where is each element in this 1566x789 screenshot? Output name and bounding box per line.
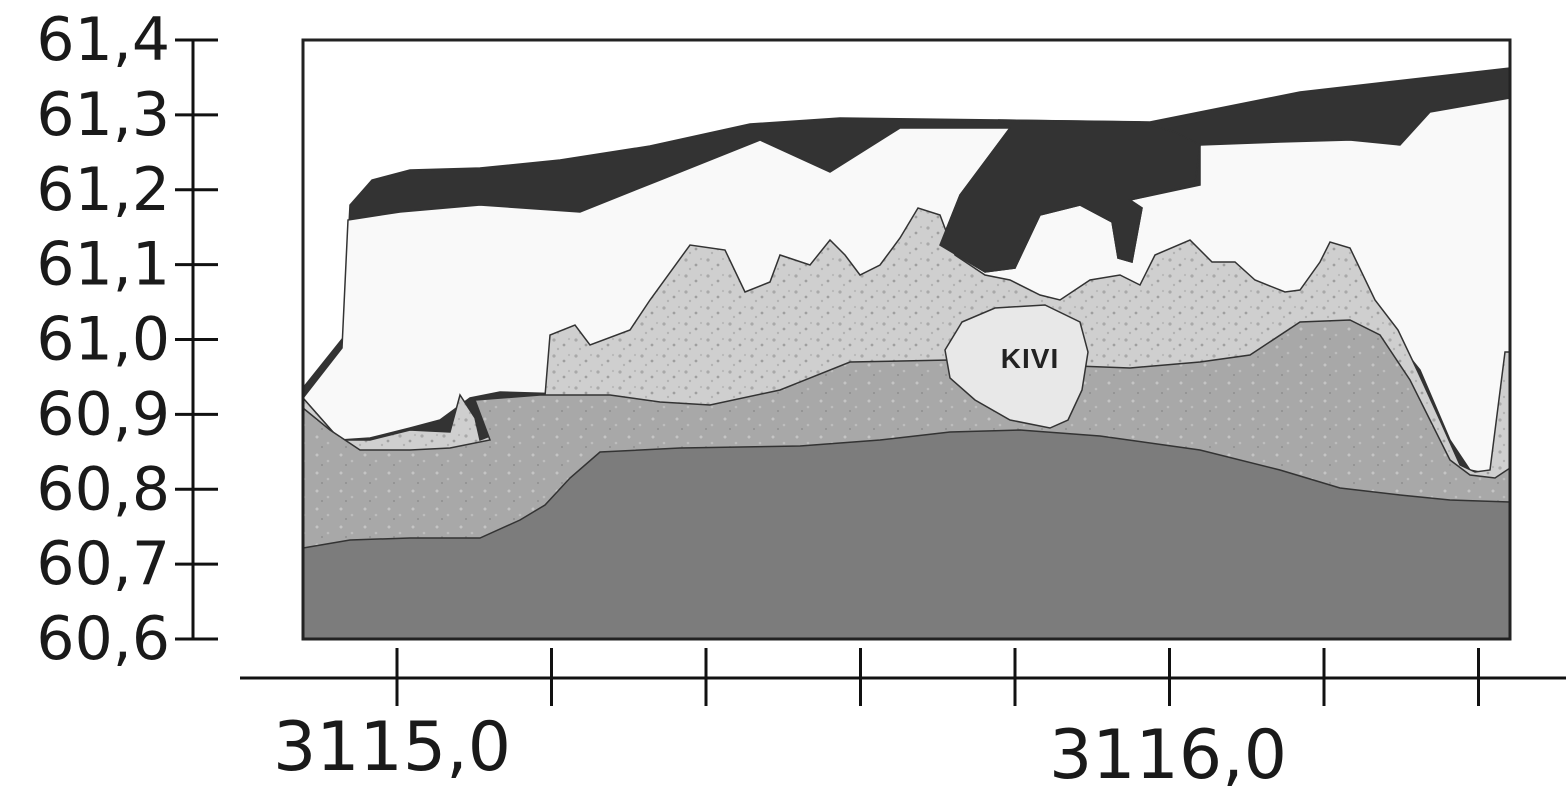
dark-infill: [939, 119, 1201, 273]
y-tick-label: 60,7: [36, 529, 170, 599]
y-axis-ticks: 61,461,361,261,161,060,960,860,760,6: [36, 5, 218, 674]
stone: [944, 304, 1089, 429]
y-tick-label: 61,1: [36, 230, 170, 300]
y-tick-label: 60,9: [36, 379, 170, 449]
y-tick-label: 61,3: [36, 80, 170, 150]
bottom-layer: [303, 429, 1510, 639]
y-tick-label: 61,0: [36, 305, 170, 375]
y-tick-label: 61,2: [36, 155, 170, 225]
y-axis: 61,461,361,261,161,060,960,860,760,6: [36, 5, 218, 674]
y-tick-label: 61,4: [36, 5, 170, 75]
x-tick-label-1: 3115,0: [273, 708, 511, 787]
section-frame: KIVI: [303, 67, 1510, 639]
frame-border: [301, 38, 1512, 641]
y-tick-label: 60,6: [36, 604, 170, 674]
x-tick-label-2: 3116,0: [1049, 716, 1287, 789]
stone-label: KIVI: [1001, 343, 1059, 374]
y-tick-label: 60,8: [36, 454, 170, 524]
x-axis-ticks: [395, 648, 1480, 706]
x-axis: 3115,0 3116,0: [240, 648, 1566, 789]
